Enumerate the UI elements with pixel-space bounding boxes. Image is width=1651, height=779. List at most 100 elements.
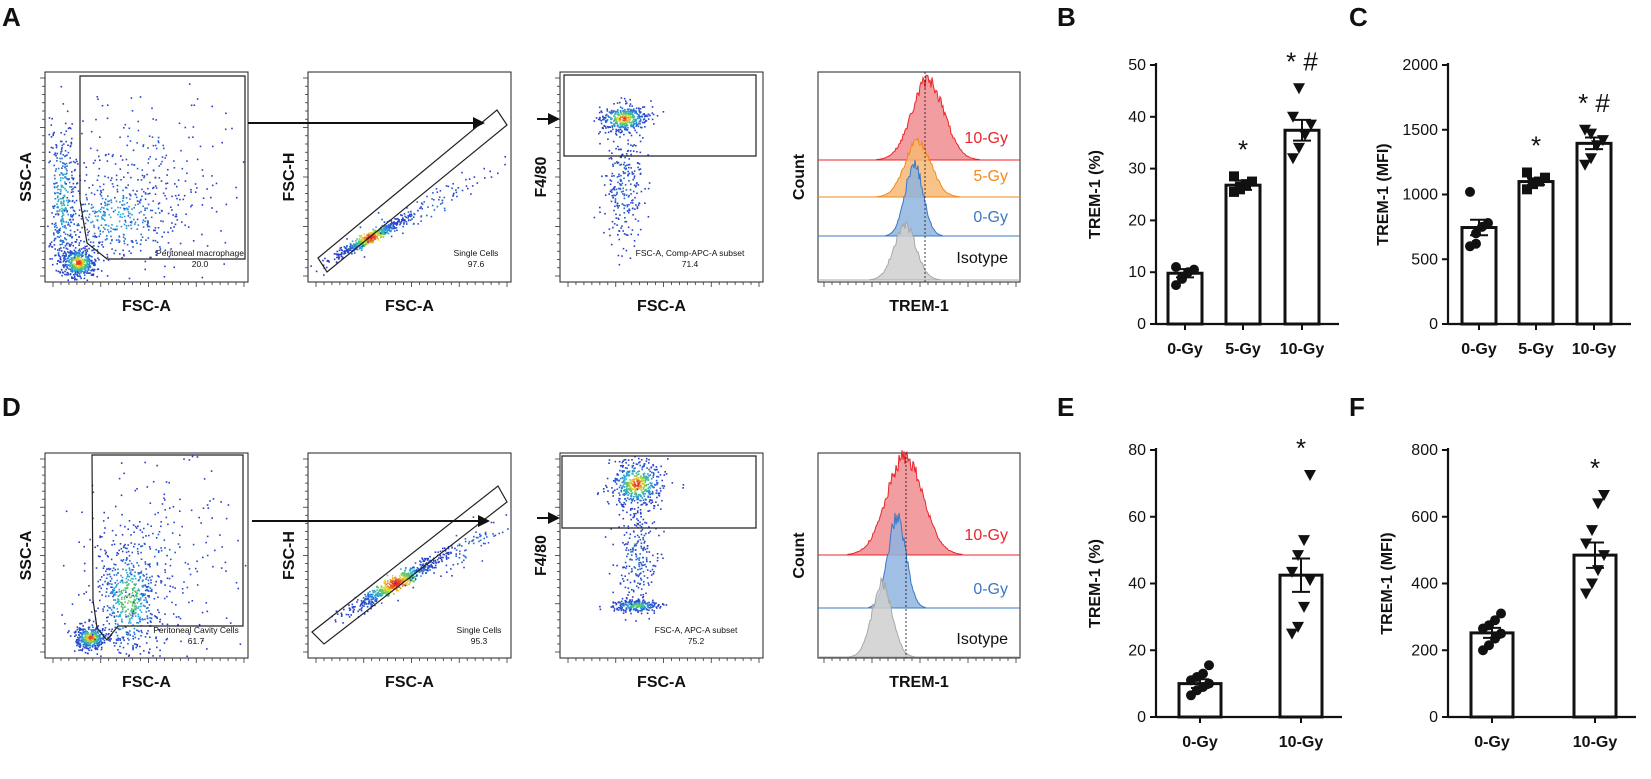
event-dot (345, 249, 348, 251)
event-dot (122, 589, 125, 592)
event-dot (401, 574, 403, 577)
event-dot (166, 577, 169, 580)
event-dot (617, 118, 619, 121)
event-dot (102, 183, 105, 186)
event-dot (53, 239, 56, 242)
event-dot (624, 184, 627, 186)
event-dot (72, 266, 75, 268)
event-dot (69, 225, 71, 227)
event-dot (62, 198, 64, 200)
event-dot (621, 153, 624, 156)
event-dot (614, 194, 617, 197)
event-dot (611, 152, 613, 154)
event-dot (187, 563, 189, 565)
event-dot (612, 111, 614, 113)
event-dot (338, 253, 341, 256)
event-dot (430, 563, 432, 566)
event-dot (628, 209, 631, 212)
event-dot (444, 209, 446, 212)
event-dot (60, 218, 63, 221)
event-dot (614, 186, 616, 188)
event-dot (51, 258, 53, 260)
event-dot (607, 131, 610, 134)
event-dot (58, 261, 61, 263)
event-dot (380, 586, 383, 588)
event-dot (87, 632, 90, 634)
event-dot (81, 268, 83, 271)
event-dot (346, 245, 348, 247)
event-dot (59, 256, 62, 258)
event-dot (162, 192, 165, 195)
event-dot (155, 637, 157, 640)
event-dot (428, 566, 430, 568)
event-dot (136, 218, 139, 221)
event-dot (137, 607, 139, 609)
event-dot (102, 218, 105, 220)
event-dot (85, 166, 88, 169)
event-dot (84, 247, 86, 250)
event-dot (70, 267, 73, 269)
event-dot (136, 644, 139, 646)
event-dot (70, 186, 73, 188)
event-dot (138, 589, 140, 592)
event-dot (625, 123, 627, 125)
event-dot (633, 123, 635, 126)
event-dot (156, 241, 159, 244)
event-dot (605, 484, 607, 487)
event-dot (142, 593, 145, 595)
event-dot (81, 266, 83, 268)
event-dot (631, 507, 634, 510)
event-dot (177, 194, 180, 196)
event-dot (381, 592, 383, 595)
event-dot (83, 266, 86, 268)
event-dot (103, 606, 105, 608)
event-dot (393, 223, 395, 226)
event-dot (131, 110, 134, 112)
y-axis-label: SSC-A (18, 530, 35, 580)
event-dot (113, 599, 115, 601)
event-dot (89, 147, 92, 150)
event-dot (78, 643, 80, 645)
event-dot (631, 499, 634, 501)
event-dot (74, 168, 76, 171)
event-dot (149, 576, 151, 579)
event-dot (377, 239, 380, 241)
event-dot (359, 605, 362, 607)
event-dot (89, 241, 92, 243)
event-dot (385, 591, 387, 594)
event-dot (649, 487, 651, 489)
event-dot (386, 580, 389, 582)
event-dot (378, 593, 381, 596)
event-dot (67, 178, 70, 181)
event-dot (422, 563, 424, 566)
event-dot (67, 272, 70, 275)
event-dot (391, 587, 393, 589)
event-dot (89, 538, 91, 541)
event-dot (619, 101, 621, 104)
event-dot (143, 175, 146, 177)
event-dot (405, 567, 407, 570)
event-dot (620, 163, 622, 166)
event-dot (83, 630, 86, 633)
event-dot (404, 571, 406, 574)
event-dot (135, 583, 137, 585)
event-dot (418, 571, 421, 574)
event-dot (420, 202, 423, 205)
event-dot (124, 186, 127, 189)
event-dot (98, 258, 100, 261)
event-dot (128, 567, 131, 569)
event-dot (87, 644, 90, 647)
event-dot (88, 263, 90, 266)
event-dot (131, 615, 134, 617)
event-dot (421, 203, 424, 206)
event-dot (616, 224, 618, 226)
event-dot (378, 230, 380, 232)
event-dot (103, 207, 105, 209)
event-dot (607, 125, 609, 128)
event-dot (61, 207, 63, 210)
event-dot (75, 234, 77, 236)
event-dot (114, 591, 117, 594)
event-dot (143, 527, 145, 530)
event-dot (623, 177, 625, 180)
event-dot (88, 620, 90, 622)
